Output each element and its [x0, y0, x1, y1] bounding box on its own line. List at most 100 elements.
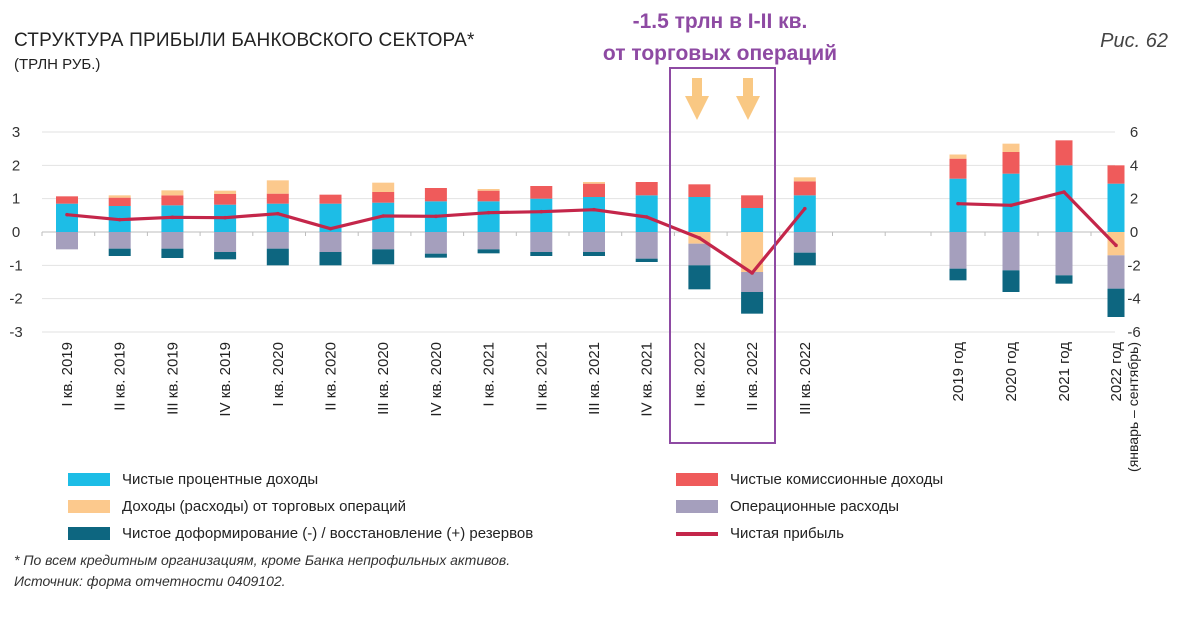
- net-profit-point: [1062, 190, 1066, 194]
- arrow-shaft: [692, 78, 702, 96]
- bar-segment-provisions: [214, 252, 237, 260]
- chart-title: СТРУКТУРА ПРИБЫЛИ БАНКОВСКОГО СЕКТОРА*: [14, 30, 475, 51]
- bar-segment-fees: [949, 158, 967, 179]
- category-label: II кв. 2022: [744, 342, 761, 411]
- category-label: III кв. 2022: [797, 342, 814, 415]
- bar-segment-provisions: [1055, 275, 1073, 284]
- bar-segment-provisions: [635, 258, 658, 262]
- bar-segment-nii: [1055, 165, 1073, 232]
- legend-label: Операционные расходы: [730, 498, 900, 515]
- category-label: IV кв. 2021: [639, 342, 656, 417]
- category-label: I кв. 2020: [270, 342, 287, 407]
- category-label: IV кв. 2020: [428, 342, 445, 417]
- legend-swatch: [68, 500, 110, 513]
- bar-segment-fees: [108, 197, 131, 206]
- highlight-box: [669, 67, 776, 444]
- source-note: Источник: форма отчетности 0409102.: [14, 573, 286, 589]
- bar-segment-trading: [1002, 143, 1020, 152]
- annotation-line-2: от торговых операций: [602, 42, 838, 65]
- bar-segment-nii: [1002, 173, 1020, 232]
- bar-segment-provisions: [793, 252, 816, 266]
- legend-swatch: [676, 531, 718, 536]
- legend-label: Чистые комиссионные доходы: [730, 471, 944, 488]
- category-label: II кв. 2021: [533, 342, 550, 411]
- category-label: III кв. 2019: [164, 342, 181, 415]
- net-profit-point: [434, 214, 438, 219]
- category-label: IV кв. 2019: [217, 342, 234, 417]
- bar-segment-trading: [741, 232, 764, 272]
- bar-segment-nii: [1107, 183, 1125, 232]
- bar-segment-opex: [583, 232, 605, 252]
- y-tick-label-right: -4: [1127, 291, 1140, 308]
- bar-segment-provisions: [530, 252, 553, 256]
- bar-segment-nii: [741, 208, 764, 232]
- y-tick-label-right: 6: [1130, 124, 1138, 141]
- bar-segment-trading: [949, 154, 967, 159]
- net-profit-point: [276, 211, 280, 216]
- y-tick-label-left: -1: [9, 257, 22, 274]
- net-profit-point: [539, 209, 544, 214]
- bar-segment-trading: [583, 182, 605, 184]
- category-label: I кв. 2022: [691, 342, 708, 407]
- net-profit-point: [644, 215, 649, 219]
- bar-segment-fees: [1002, 152, 1020, 174]
- bar-segment-opex: [266, 232, 289, 249]
- y-tick-label-left: -3: [9, 324, 22, 341]
- bar-segment-trading: [266, 180, 289, 194]
- bar-segment-fees: [583, 183, 605, 197]
- bar-segment-nii: [319, 203, 342, 232]
- net-profit-point: [381, 214, 386, 218]
- bar-segment-provisions: [108, 248, 131, 256]
- category-label: 2021 год: [1056, 342, 1073, 402]
- category-label: I кв. 2019: [59, 342, 76, 407]
- bar-segment-nii: [477, 201, 500, 232]
- bar-segment-opex: [108, 232, 131, 249]
- bar-segment-nii: [266, 203, 289, 232]
- bar-segment-opex: [793, 232, 816, 253]
- legend-item-fees: Чистые комиссионные доходы: [676, 471, 943, 488]
- bar-segment-trading: [214, 190, 237, 194]
- category-label: 2019 год: [950, 342, 967, 402]
- net-profit-point: [170, 215, 175, 220]
- category-label: 2022 год: [1108, 342, 1125, 402]
- category-label: II кв. 2020: [323, 342, 340, 411]
- bar-segment-provisions: [424, 253, 447, 258]
- category-label: II кв. 2019: [112, 342, 129, 411]
- category-label: I кв. 2021: [481, 342, 498, 407]
- legend-label: Чистые процентные доходы: [122, 471, 319, 488]
- y-tick-label-right: 4: [1130, 157, 1138, 174]
- net-profit-point: [486, 210, 491, 215]
- legend-swatch: [676, 473, 718, 486]
- bar-segment-fees: [161, 195, 184, 206]
- arrow-head: [736, 96, 760, 120]
- y-tick-label-left: -2: [9, 291, 22, 308]
- bar-segment-fees: [793, 181, 816, 196]
- category-label-sub: (январь – сентябрь): [1125, 342, 1141, 472]
- y-tick-label-right: -2: [1127, 257, 1140, 274]
- legend-swatch: [68, 527, 110, 540]
- bar-segment-fees: [530, 186, 553, 199]
- bar-segment-fees: [424, 188, 447, 202]
- bar-segment-nii: [56, 203, 78, 232]
- category-label: III кв. 2020: [375, 342, 392, 415]
- legend-item-nii: Чистые процентные доходы: [68, 471, 318, 488]
- bar-segment-opex: [319, 232, 342, 252]
- bar-segment-nii: [530, 198, 553, 232]
- bar-segment-opex: [1107, 255, 1125, 289]
- bar-segment-opex: [1055, 232, 1073, 276]
- y-tick-label-left: 2: [12, 157, 20, 174]
- net-profit-point: [750, 271, 754, 275]
- bar-segment-trading: [477, 189, 500, 191]
- net-profit-point: [1114, 243, 1118, 248]
- bar-segment-provisions: [477, 249, 500, 254]
- category-label: 2020 год: [1003, 342, 1020, 402]
- chart-subtitle: (ТРЛН РУБ.): [14, 56, 101, 73]
- legend-item-trading: Доходы (расходы) от торговых операций: [68, 498, 406, 515]
- bar-segment-fees: [741, 195, 764, 208]
- bar-segment-opex: [56, 232, 78, 250]
- y-tick-label-right: 0: [1130, 224, 1138, 241]
- bar-segment-trading: [372, 182, 395, 192]
- bar-segment-provisions: [741, 292, 764, 314]
- legend-item-provisions: Чистое доформирование (-) / восстановлен…: [68, 525, 533, 542]
